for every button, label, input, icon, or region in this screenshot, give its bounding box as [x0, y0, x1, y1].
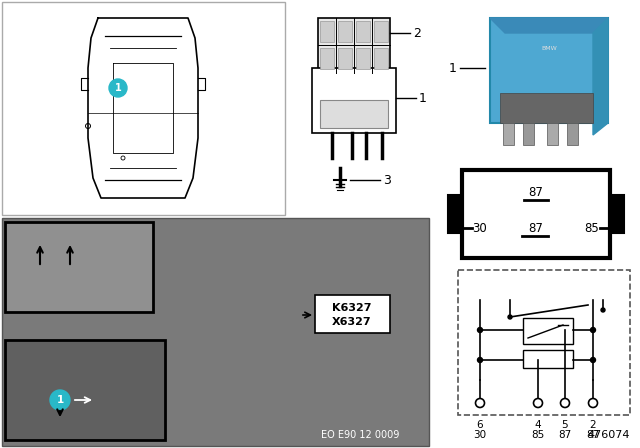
Text: 85: 85 — [584, 221, 600, 234]
Bar — [374, 21, 388, 42]
Text: 85: 85 — [531, 430, 545, 440]
Circle shape — [561, 399, 570, 408]
Text: 6: 6 — [477, 420, 483, 430]
Bar — [374, 48, 388, 69]
Bar — [2, 218, 429, 446]
Circle shape — [589, 399, 598, 408]
Text: 30: 30 — [472, 221, 488, 234]
Circle shape — [534, 399, 543, 408]
Bar — [547, 123, 558, 145]
Bar — [523, 318, 573, 344]
Bar — [523, 123, 534, 145]
Text: 3: 3 — [383, 173, 391, 186]
Bar — [567, 123, 578, 145]
Bar — [318, 18, 390, 73]
Text: 1: 1 — [419, 91, 427, 104]
Bar — [320, 100, 388, 128]
Text: 87: 87 — [529, 185, 543, 198]
Bar — [5, 340, 165, 440]
Bar — [490, 18, 608, 123]
Bar — [312, 68, 396, 133]
Text: EO E90 12 0009: EO E90 12 0009 — [321, 430, 399, 440]
Bar — [500, 93, 593, 123]
Bar — [448, 195, 462, 233]
Circle shape — [591, 358, 595, 362]
Polygon shape — [490, 18, 608, 33]
Text: 1: 1 — [115, 83, 122, 93]
Text: 476074: 476074 — [588, 430, 630, 440]
Bar — [610, 195, 624, 233]
Bar — [462, 170, 610, 258]
Bar — [338, 21, 352, 42]
Circle shape — [477, 327, 483, 332]
Polygon shape — [593, 18, 608, 135]
Bar — [356, 21, 370, 42]
Text: 87: 87 — [586, 430, 600, 440]
Circle shape — [109, 79, 127, 97]
Text: BMW: BMW — [541, 46, 557, 51]
Bar — [523, 350, 573, 368]
Circle shape — [50, 390, 70, 410]
Circle shape — [601, 308, 605, 312]
Text: 4: 4 — [534, 420, 541, 430]
Text: 2: 2 — [413, 26, 421, 39]
Circle shape — [508, 315, 512, 319]
Text: 2: 2 — [589, 420, 596, 430]
Bar — [320, 48, 334, 69]
Bar — [5, 222, 153, 312]
Text: 1: 1 — [449, 61, 457, 74]
Text: K6327: K6327 — [332, 303, 372, 313]
Bar — [458, 270, 630, 415]
Text: 1: 1 — [56, 395, 63, 405]
Bar — [2, 2, 285, 215]
Bar — [320, 21, 334, 42]
Bar — [315, 295, 390, 333]
Circle shape — [476, 399, 484, 408]
Text: 5: 5 — [562, 420, 568, 430]
Bar — [338, 48, 352, 69]
Text: X6327: X6327 — [332, 317, 372, 327]
Bar — [503, 123, 514, 145]
Text: 87: 87 — [529, 221, 543, 234]
Circle shape — [477, 358, 483, 362]
Circle shape — [591, 327, 595, 332]
Text: 87: 87 — [558, 430, 572, 440]
Bar — [356, 48, 370, 69]
Text: 30: 30 — [474, 430, 486, 440]
